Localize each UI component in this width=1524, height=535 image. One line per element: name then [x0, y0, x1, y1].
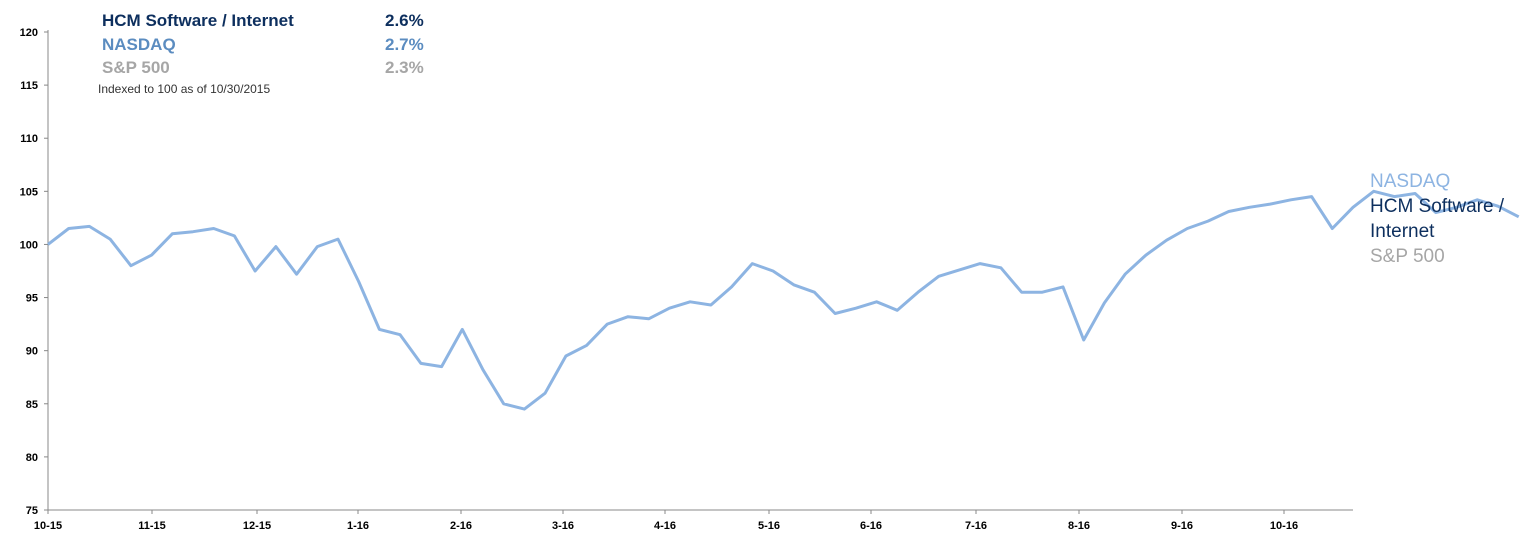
y-tick-label: 120 [20, 27, 38, 39]
x-tick-label: 10-16 [1270, 520, 1298, 532]
series-lines [47, 189, 1520, 411]
x-tick-label: 12-15 [243, 520, 271, 532]
y-tick-label: 75 [26, 505, 38, 517]
end-label-hcm-line1: HCM Software / [1370, 196, 1505, 217]
x-tick-label: 7-16 [965, 520, 987, 532]
x-axis-tick-labels: 10-15 11-15 12-15 1-16 2-16 3-16 4-16 5-16 6-16 7… [34, 520, 1298, 532]
y-tick-label: 110 [20, 133, 38, 145]
y-tick-label: 105 [20, 186, 38, 198]
x-tick-label: 4-16 [654, 520, 676, 532]
x-tick-label: 9-16 [1171, 520, 1193, 532]
x-tick-label: 5-16 [758, 520, 780, 532]
end-label-nasdaq: NASDAQ [1370, 171, 1451, 192]
x-tick-label: 10-15 [34, 520, 62, 532]
legend-value: 2.7% [385, 35, 424, 54]
y-tick-label: 80 [26, 452, 38, 464]
series-line-nasdaq [47, 189, 1520, 411]
y-tick-label: 95 [26, 293, 38, 305]
legend-name: S&P 500 [102, 58, 170, 77]
legend-name: HCM Software / Internet [102, 11, 294, 30]
legend-name: NASDAQ [102, 35, 176, 54]
end-label-hcm-line2: Internet [1370, 221, 1435, 242]
x-tick-label: 3-16 [552, 520, 574, 532]
chart-axes [44, 30, 1353, 514]
x-tick-label: 8-16 [1068, 520, 1090, 532]
index-note: Indexed to 100 as of 10/30/2015 [98, 82, 271, 96]
y-tick-label: 90 [26, 346, 38, 358]
legend-value: 2.6% [385, 11, 424, 30]
x-tick-label: 6-16 [860, 520, 882, 532]
y-axis-tick-labels: 75 80 85 90 95 100 105 110 115 120 [20, 27, 38, 517]
y-tick-label: 115 [20, 80, 38, 92]
x-tick-label: 1-16 [347, 520, 369, 532]
end-label-sp500: S&P 500 [1370, 246, 1445, 267]
y-tick-label: 85 [26, 399, 38, 411]
x-tick-label: 11-15 [138, 520, 166, 532]
x-tick-label: 2-16 [450, 520, 472, 532]
legend-value: 2.3% [385, 58, 424, 77]
y-tick-label: 100 [20, 239, 38, 251]
